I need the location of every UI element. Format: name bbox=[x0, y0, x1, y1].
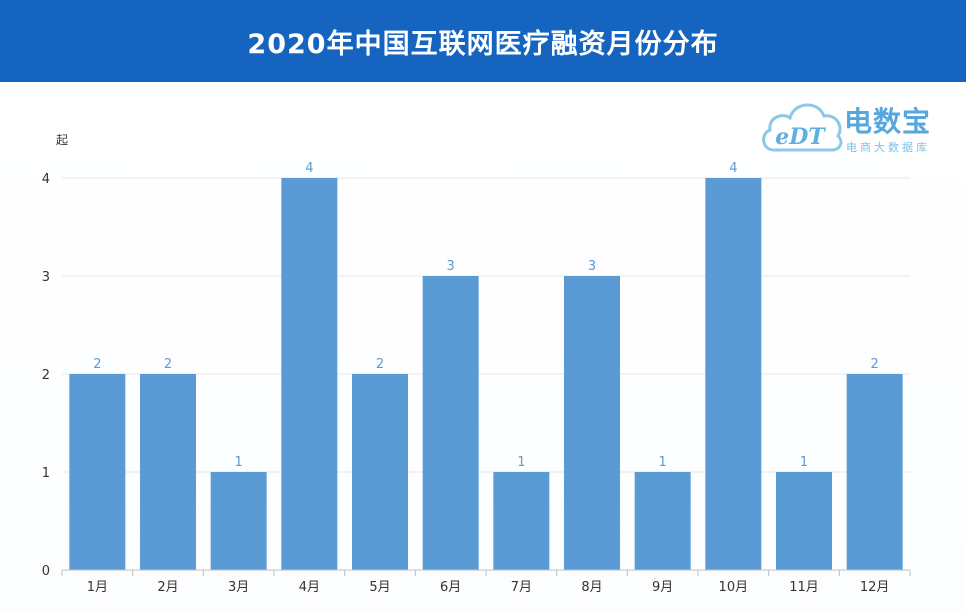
y-tick-label: 0 bbox=[42, 564, 50, 579]
bar bbox=[140, 374, 196, 570]
x-tick-label: 4月 bbox=[299, 580, 320, 595]
title-banner: 2020年中国互联网医疗融资月份分布 bbox=[0, 0, 966, 82]
y-tick-label: 2 bbox=[42, 368, 50, 383]
x-tick-label: 1月 bbox=[87, 580, 108, 595]
data-labels: 2 2 1 4 2 3 1 3 1 4 1 2 bbox=[93, 161, 879, 470]
x-tick-label: 7月 bbox=[511, 580, 532, 595]
bar bbox=[493, 472, 550, 570]
data-label: 2 bbox=[376, 357, 384, 372]
gridlines bbox=[62, 177, 910, 473]
brand-logo: eDT 电数宝 电商大数据库 bbox=[760, 92, 960, 162]
bar bbox=[776, 472, 832, 570]
data-label: 4 bbox=[305, 161, 313, 176]
x-tick-label: 9月 bbox=[652, 580, 673, 595]
logo-subtitle: 电商大数据库 bbox=[846, 141, 930, 154]
bar bbox=[422, 276, 479, 570]
y-axis-ticks: 0 1 2 3 4 bbox=[42, 172, 50, 579]
logo-name: 电数宝 bbox=[844, 105, 932, 138]
logo-mark: eDT bbox=[775, 124, 826, 150]
y-tick-label: 3 bbox=[42, 270, 50, 285]
data-label: 2 bbox=[93, 357, 101, 372]
data-label: 3 bbox=[447, 259, 455, 274]
data-label: 2 bbox=[164, 357, 172, 372]
bar bbox=[210, 472, 267, 570]
data-label: 4 bbox=[729, 161, 737, 176]
bar bbox=[705, 178, 762, 570]
bar bbox=[634, 472, 691, 570]
x-tick-label: 5月 bbox=[369, 580, 390, 595]
bar bbox=[564, 276, 620, 570]
data-label: 1 bbox=[517, 455, 525, 470]
data-label: 1 bbox=[235, 455, 243, 470]
x-tick-label: 3月 bbox=[228, 580, 249, 595]
y-axis-unit-label: 起 bbox=[56, 133, 68, 147]
bar bbox=[846, 374, 903, 570]
x-tick-label: 8月 bbox=[581, 580, 602, 595]
x-tick-label: 6月 bbox=[440, 580, 461, 595]
x-tick-label: 10月 bbox=[719, 580, 749, 595]
bars bbox=[69, 178, 903, 570]
y-tick-label: 4 bbox=[42, 172, 50, 187]
chart-title: 2020年中国互联网医疗融资月份分布 bbox=[247, 28, 719, 60]
bar bbox=[69, 374, 126, 570]
data-label: 2 bbox=[871, 357, 879, 372]
cloud-icon: eDT bbox=[762, 103, 843, 152]
bar bbox=[352, 374, 408, 570]
x-tick-label: 11月 bbox=[789, 580, 819, 595]
x-axis-ticks: 1月 2月 3月 4月 5月 6月 7月 8月 9月 10月 11月 12月 bbox=[61, 570, 911, 595]
data-label: 3 bbox=[588, 259, 596, 274]
data-label: 1 bbox=[659, 455, 667, 470]
x-tick-label: 12月 bbox=[860, 580, 890, 595]
data-label: 1 bbox=[800, 455, 808, 470]
x-tick-label: 2月 bbox=[157, 580, 178, 595]
y-tick-label: 1 bbox=[42, 466, 50, 481]
bar bbox=[281, 178, 338, 570]
